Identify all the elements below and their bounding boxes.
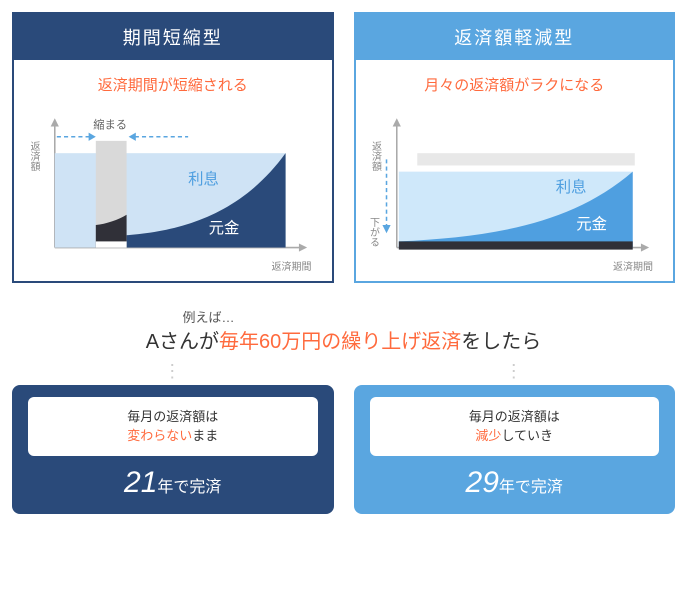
panel-amount-reduce: 返済額軽減型 月々の返済額がラクになる 返済額 [354,12,676,283]
panel-period-shorten: 期間短縮型 返済期間が短縮される 返済額 [12,12,334,283]
example-block: 例えば… Aさんが毎年60万円の繰り上げ返済をしたら [12,307,675,358]
result-right-line1: 毎月の返済額は [469,409,560,424]
ylabel-left: 返済額 [26,141,41,171]
dots-left: ⋮ [12,366,334,377]
result-right-line2: していき [501,428,553,443]
dots-row: ⋮ ⋮ [12,366,675,377]
panel-header-left: 期間短縮型 [14,14,332,60]
result-left-line1: 毎月の返済額は [127,409,218,424]
result-left-tail: 年で完済 [157,479,221,496]
chart-svg-right: 利息 元金 [366,101,664,271]
result-left-bottom: 21年で完済 [12,466,334,500]
result-right-tail: 年で完済 [499,479,563,496]
example-highlight: 毎年60万円の繰り上げ返済 [219,331,461,353]
xlabel-right: 返済期間 [613,258,653,273]
panels-row: 期間短縮型 返済期間が短縮される 返済額 [12,12,675,283]
result-right-big: 29 [466,466,499,499]
example-b: をしたら [461,331,541,353]
example-line: Aさんが毎年60万円の繰り上げ返済をしたら [12,326,675,358]
result-right: 毎月の返済額は 減少していき 29年で完済 [354,385,676,514]
result-right-hl: 減少 [475,428,501,443]
result-left-top: 毎月の返済額は 変わらないまま [28,397,318,456]
shrink-label: 縮まる [93,118,127,132]
chart-svg-left: 縮まる 利息 元金 [24,101,322,271]
principal-label-left: 元金 [209,219,240,237]
result-left: 毎月の返済額は 変わらないまま 21年で完済 [12,385,334,514]
result-right-top: 毎月の返済額は 減少していき [370,397,660,456]
example-prefix: 例えば… [12,307,405,326]
panel-header-right: 返済額軽減型 [356,14,674,60]
result-right-bottom: 29年で完済 [354,466,676,500]
down-label: 下がる [366,217,381,247]
result-left-hl: 変わらない [127,428,192,443]
example-a: Aさんが [146,331,219,353]
ylabel-right: 返済額 [368,141,383,171]
result-left-line2: まま [192,428,218,443]
chart-right: 返済額 利息 元金 下 [366,101,664,271]
chart-left: 返済額 縮 [24,101,322,271]
result-left-big: 21 [124,466,157,499]
panel-subtitle-right: 月々の返済額がラクになる [356,60,674,101]
interest-label-right: 利息 [555,178,586,196]
interest-label-left: 利息 [188,170,219,188]
results-row: 毎月の返済額は 変わらないまま 21年で完済 毎月の返済額は 減少していき 29… [12,385,675,514]
panel-subtitle-left: 返済期間が短縮される [14,60,332,101]
dots-right: ⋮ [354,366,676,377]
principal-label-right: 元金 [576,215,607,233]
xlabel-left: 返済期間 [272,258,312,273]
